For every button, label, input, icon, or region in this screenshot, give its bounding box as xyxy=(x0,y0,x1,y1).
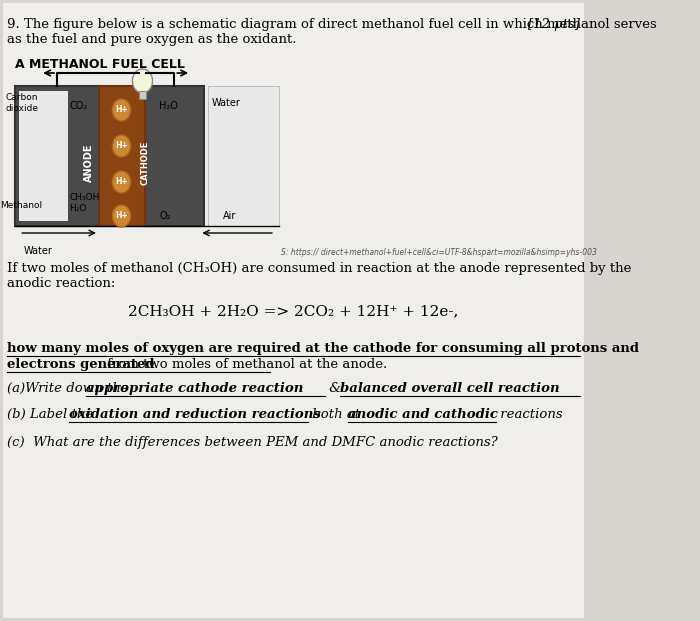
Text: Water: Water xyxy=(24,246,52,256)
Bar xyxy=(145,86,204,226)
Bar xyxy=(208,86,279,226)
Text: ANODE: ANODE xyxy=(84,143,94,182)
Text: reactions: reactions xyxy=(496,408,563,421)
Bar xyxy=(139,91,146,99)
Text: (b) Label the: (b) Label the xyxy=(7,408,97,421)
Bar xyxy=(99,86,145,226)
Text: [12 pts]: [12 pts] xyxy=(528,18,580,31)
Text: &: & xyxy=(325,382,345,395)
Text: (a)Write down the: (a)Write down the xyxy=(7,382,132,395)
Text: both at: both at xyxy=(309,408,365,421)
Circle shape xyxy=(112,99,131,121)
Text: H₂O: H₂O xyxy=(159,101,178,111)
Text: appropriate cathode reaction: appropriate cathode reaction xyxy=(86,382,304,395)
Circle shape xyxy=(132,69,153,93)
Text: Carbon
dioxide: Carbon dioxide xyxy=(5,93,38,112)
Text: CO₂: CO₂ xyxy=(69,101,88,111)
Text: If two moles of methanol (CH₃OH) are consumed in reaction at the anode represent: If two moles of methanol (CH₃OH) are con… xyxy=(7,262,631,290)
Circle shape xyxy=(112,171,131,193)
Text: 9. The figure below is a schematic diagram of direct methanol fuel cell in which: 9. The figure below is a schematic diagr… xyxy=(7,18,657,46)
Bar xyxy=(20,91,68,221)
Text: O₂: O₂ xyxy=(159,211,171,221)
Text: anodic and cathodic: anodic and cathodic xyxy=(348,408,498,421)
Circle shape xyxy=(112,205,131,227)
Text: Air: Air xyxy=(223,211,237,221)
Text: CATHODE: CATHODE xyxy=(141,141,150,185)
Text: H+: H+ xyxy=(115,142,128,150)
Text: Water: Water xyxy=(212,98,241,108)
Bar xyxy=(15,86,99,226)
Text: from two moles of methanol at the anode.: from two moles of methanol at the anode. xyxy=(103,358,387,371)
Text: H+: H+ xyxy=(115,106,128,114)
Text: S: https:// direct+methanol+fuel+cell&ci=UTF-8&hspart=mozilla&hsimp=yhs-003: S: https:// direct+methanol+fuel+cell&ci… xyxy=(281,248,596,257)
Text: electrons generated: electrons generated xyxy=(7,358,154,371)
Text: A METHANOL FUEL CELL: A METHANOL FUEL CELL xyxy=(15,58,185,71)
Text: oxidation and reduction reactions: oxidation and reduction reactions xyxy=(69,408,321,421)
Circle shape xyxy=(112,135,131,157)
Text: (c)  What are the differences between PEM and DMFC anodic reactions?: (c) What are the differences between PEM… xyxy=(7,436,498,449)
Text: how many moles of oxygen are required at the cathode for consuming all protons a: how many moles of oxygen are required at… xyxy=(7,342,638,355)
Text: H+: H+ xyxy=(115,212,128,220)
Text: H+: H+ xyxy=(115,178,128,186)
Text: balanced overall cell reaction: balanced overall cell reaction xyxy=(340,382,560,395)
Text: 2CH₃OH + 2H₂O => 2CO₂ + 12H⁺ + 12e-,: 2CH₃OH + 2H₂O => 2CO₂ + 12H⁺ + 12e-, xyxy=(128,304,458,318)
Text: Methanol: Methanol xyxy=(0,201,42,211)
Text: CH₃OH
H₂O: CH₃OH H₂O xyxy=(69,193,100,213)
